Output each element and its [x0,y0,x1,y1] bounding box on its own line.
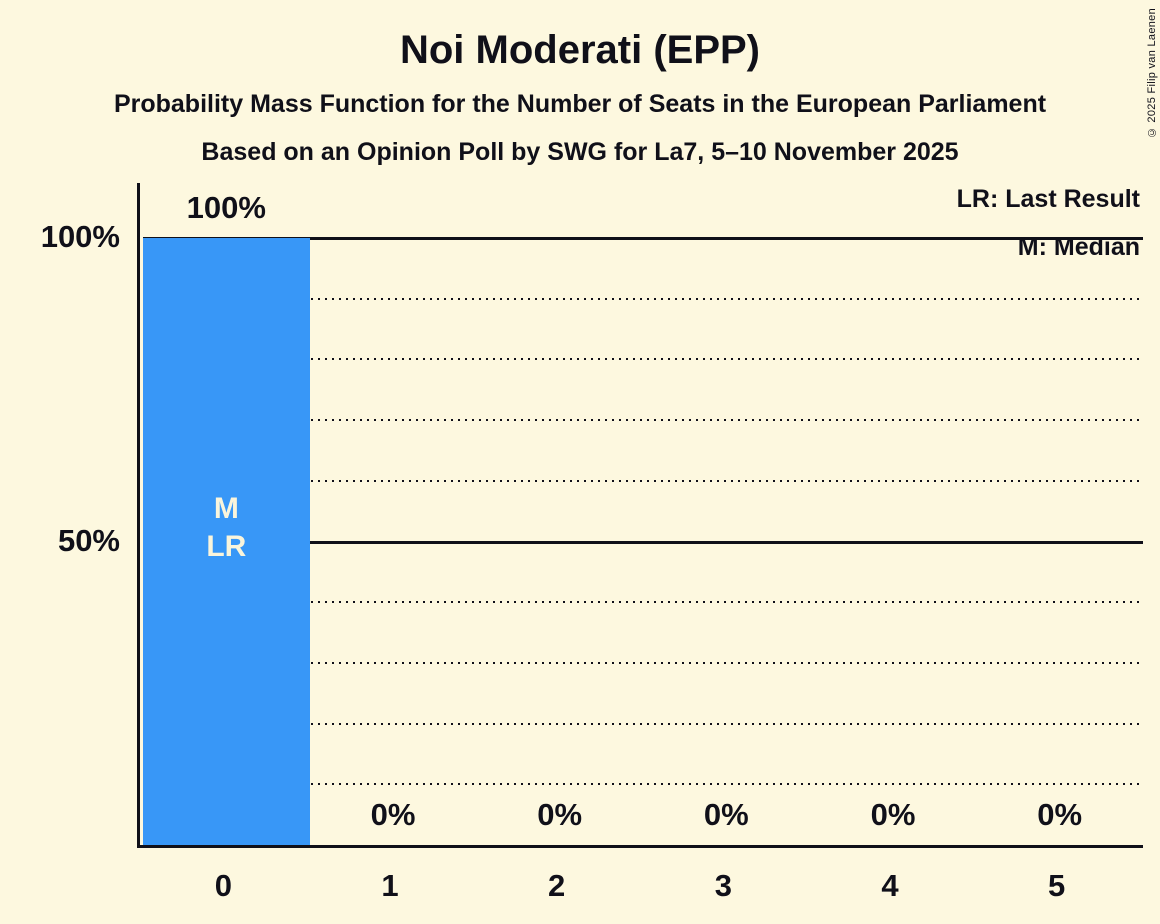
gridline-30pct [143,661,1143,664]
gridline-50pct [143,540,1143,544]
copyright-notice: © 2025 Filip van Laenen [1146,8,1158,139]
gridline-70pct [143,419,1143,422]
y-axis-label-50pct: 50% [57,522,120,558]
legend-last-result: LR: Last Result [956,185,1140,213]
bar-value-label-1: 0% [370,797,416,832]
x-tick-label-1: 1 [381,868,399,903]
gridline-20pct [143,722,1143,725]
plot-inner: 100% 0% 0% 0% 0% 0% M LR [143,183,1143,845]
x-tick-label-5: 5 [1048,868,1066,903]
gridline-10pct [143,783,1143,786]
bar-seats-0 [143,238,310,845]
chart-source-line: Based on an Opinion Poll by SWG for La7,… [201,138,959,166]
gridline-100pct [143,237,1143,240]
x-tick-label-0: 0 [214,868,232,903]
bar-marker-labels: M LR [143,490,310,566]
chart-subtitle: Probability Mass Function for the Number… [113,90,1047,118]
chart-title: Noi Moderati (EPP) [399,28,761,72]
gridline-80pct [143,358,1143,361]
plot-area: 100% 0% 0% 0% 0% 0% M LR [137,183,1143,848]
bar-value-label-2: 0% [537,797,583,832]
y-axis-label-100pct: 100% [40,219,120,254]
bar-value-label-0: 100% [186,190,266,225]
gridline-60pct [143,479,1143,482]
legend-median: M: Median [1017,233,1140,261]
bar-value-label-5: 0% [1037,797,1083,832]
bar-value-label-4: 0% [870,797,916,832]
marker-label-lr: LR [206,530,247,563]
x-tick-label-3: 3 [714,868,732,903]
gridline-40pct [143,601,1143,604]
x-tick-label-2: 2 [548,868,566,903]
gridline-90pct [143,297,1143,300]
x-tick-label-4: 4 [881,868,899,903]
marker-label-m: M [213,492,239,525]
bar-value-label-3: 0% [703,797,749,832]
